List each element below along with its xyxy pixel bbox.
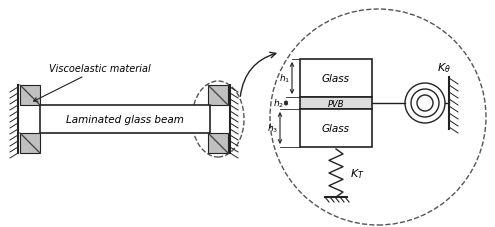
Text: $h_2$: $h_2$ — [273, 97, 284, 110]
Bar — [300, 60, 372, 98]
Bar — [300, 98, 372, 109]
Text: Laminated glass beam: Laminated glass beam — [66, 114, 184, 124]
Text: $K_\theta$: $K_\theta$ — [437, 61, 451, 75]
Circle shape — [270, 10, 486, 225]
Bar — [40, 106, 210, 133]
Text: PVB: PVB — [328, 99, 344, 108]
Text: Glass: Glass — [322, 74, 350, 84]
Bar — [20, 86, 40, 106]
Bar — [208, 86, 228, 106]
Bar — [208, 133, 228, 153]
Bar — [20, 133, 40, 153]
Text: $h_3$: $h_3$ — [267, 122, 278, 135]
Text: $h_1$: $h_1$ — [279, 72, 290, 85]
Text: Viscoelastic material: Viscoelastic material — [34, 64, 151, 102]
Text: $K_T$: $K_T$ — [350, 166, 364, 180]
Text: Glass: Glass — [322, 123, 350, 133]
Bar — [300, 109, 372, 147]
